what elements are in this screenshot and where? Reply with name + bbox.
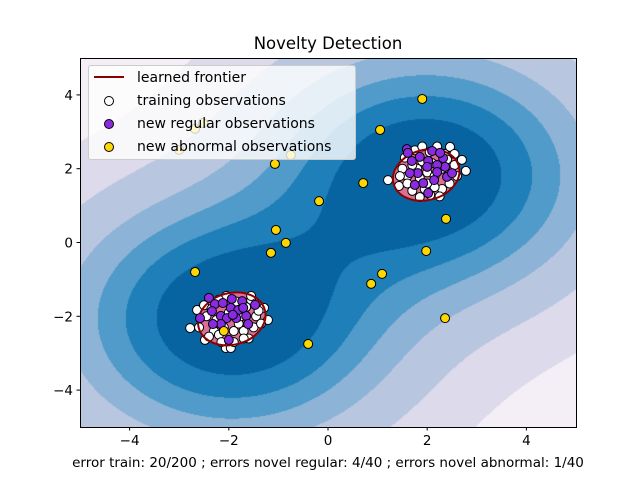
regular-point xyxy=(414,151,425,162)
abnormal-point xyxy=(421,245,432,256)
training-point xyxy=(394,171,405,182)
abnormal-point xyxy=(303,338,314,349)
learned-frontier-1 xyxy=(391,148,461,202)
legend-label-regular: new regular observations xyxy=(137,116,315,132)
abnormal-point xyxy=(218,326,229,337)
legend-box xyxy=(88,65,356,160)
regular-point xyxy=(402,147,413,158)
regular-point xyxy=(435,147,446,158)
abnormal-point xyxy=(375,124,386,135)
training-point xyxy=(228,326,239,337)
abnormal-point xyxy=(270,224,281,235)
regular-point xyxy=(429,175,440,186)
regular-point xyxy=(238,302,249,313)
legend-training-marker xyxy=(104,96,114,106)
training-point xyxy=(456,154,467,165)
abnormal-point xyxy=(280,237,291,248)
regular-point xyxy=(243,319,254,330)
abnormal-point xyxy=(377,268,388,279)
abnormal-point xyxy=(265,247,276,258)
x-tick-label: 4 xyxy=(522,433,531,449)
x-axis-label: error train: 20/200 ; errors novel regul… xyxy=(72,455,584,471)
chart-title: Novelty Detection xyxy=(254,34,403,53)
regular-point xyxy=(406,155,417,166)
regular-point xyxy=(206,306,217,317)
legend-label-abnormal: new abnormal observations xyxy=(137,139,331,155)
regular-point xyxy=(195,313,206,324)
abnormal-point xyxy=(441,213,452,224)
y-tick-label: 4 xyxy=(64,88,73,104)
abnormal-point xyxy=(269,158,280,169)
legend-regular-marker xyxy=(104,119,114,129)
regular-point xyxy=(227,309,238,320)
abnormal-point xyxy=(417,93,428,104)
regular-point xyxy=(203,292,214,303)
regular-point xyxy=(226,293,237,304)
regular-point xyxy=(422,161,433,172)
legend: learned frontier training observations n… xyxy=(88,65,356,160)
training-point xyxy=(445,141,456,152)
regular-point xyxy=(447,168,457,179)
regular-point xyxy=(207,319,218,330)
abnormal-point xyxy=(358,178,369,189)
abnormal-point xyxy=(440,313,451,324)
abnormal-point xyxy=(366,278,377,289)
regular-point xyxy=(217,298,228,309)
regular-point xyxy=(250,299,261,310)
x-tick-label: 2 xyxy=(423,433,432,449)
y-tick-label: −2 xyxy=(53,309,73,325)
legend-label-frontier: learned frontier xyxy=(137,70,246,86)
training-point xyxy=(185,323,196,334)
y-tick-label: −4 xyxy=(53,383,73,399)
training-point xyxy=(460,165,471,176)
regular-point xyxy=(418,178,429,189)
y-tick-label: 2 xyxy=(64,162,73,178)
regular-point xyxy=(223,334,234,345)
training-point xyxy=(383,175,394,186)
x-tick-label: −4 xyxy=(120,433,140,449)
learned-frontier-0 xyxy=(197,291,267,347)
x-tick-label: 0 xyxy=(324,433,333,449)
regular-point xyxy=(409,179,420,190)
y-tick-label: 0 xyxy=(64,236,73,252)
abnormal-point xyxy=(190,267,201,278)
abnormal-point xyxy=(314,196,325,207)
regular-point xyxy=(423,188,434,199)
legend-abnormal-marker xyxy=(104,142,114,152)
regular-point xyxy=(404,168,415,179)
x-tick-label: −2 xyxy=(219,433,239,449)
legend-label-training: training observations xyxy=(137,93,286,109)
